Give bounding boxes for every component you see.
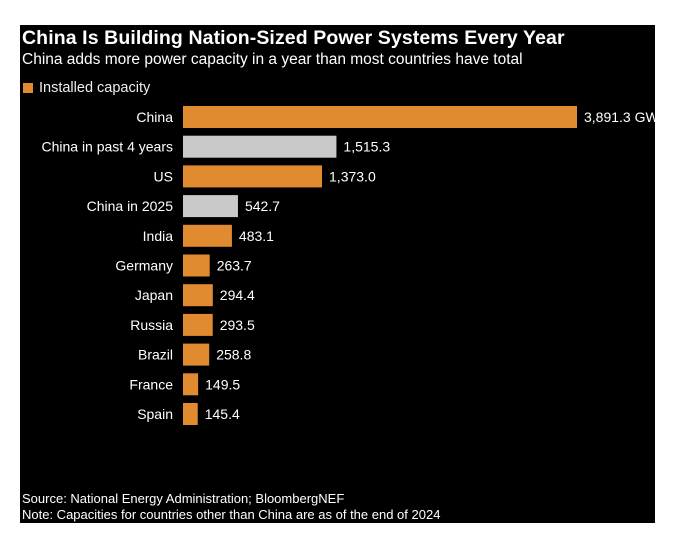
value-label: 1,515.3 bbox=[343, 139, 390, 155]
bar-chart: China 3,891.3 GW China in past 4 years 1,51… bbox=[41, 106, 655, 425]
value-label: 293.5 bbox=[220, 317, 255, 333]
bar bbox=[183, 195, 238, 218]
bar bbox=[183, 373, 199, 396]
bar bbox=[183, 343, 210, 366]
source-text: Source: National Energy Administration; … bbox=[22, 491, 345, 506]
category-label: India bbox=[143, 228, 174, 244]
value-label: 542.7 bbox=[245, 198, 280, 214]
value-label: 258.8 bbox=[216, 347, 251, 363]
bar bbox=[183, 106, 577, 128]
value-label: 149.5 bbox=[205, 376, 240, 392]
legend-swatch bbox=[23, 83, 33, 93]
value-label: 145.4 bbox=[205, 406, 240, 422]
category-label: Spain bbox=[137, 406, 173, 422]
legend: Installed capacity bbox=[23, 80, 150, 96]
bar bbox=[183, 224, 232, 247]
value-label: 263.7 bbox=[217, 258, 252, 274]
value-label: 294.4 bbox=[220, 287, 255, 303]
value-label: 3,891.3 GW bbox=[584, 109, 655, 125]
category-label: Russia bbox=[130, 317, 173, 333]
value-label: 1,373.0 bbox=[329, 168, 376, 184]
note-text: Note: Capacities for countries other tha… bbox=[22, 507, 441, 522]
category-label: Brazil bbox=[138, 347, 173, 363]
category-label: France bbox=[129, 376, 173, 392]
bar bbox=[183, 135, 337, 158]
category-label: Japan bbox=[135, 287, 173, 303]
bar bbox=[183, 165, 323, 188]
category-label: US bbox=[154, 168, 173, 184]
chart-title: China Is Building Nation-Sized Power Sys… bbox=[22, 27, 565, 49]
legend-label: Installed capacity bbox=[39, 80, 151, 96]
category-label: China bbox=[136, 109, 173, 125]
category-label: Germany bbox=[115, 258, 173, 274]
bar bbox=[183, 284, 213, 307]
category-label: China in past 4 years bbox=[41, 139, 173, 155]
bar bbox=[183, 313, 213, 336]
chart-panel: China Is Building Nation-Sized Power Sys… bbox=[20, 25, 655, 523]
bar bbox=[183, 403, 198, 425]
value-label: 483.1 bbox=[239, 228, 274, 244]
chart-subtitle: China adds more power capacity in a year… bbox=[22, 51, 523, 68]
bar bbox=[183, 254, 210, 277]
category-label: China in 2025 bbox=[87, 198, 174, 214]
